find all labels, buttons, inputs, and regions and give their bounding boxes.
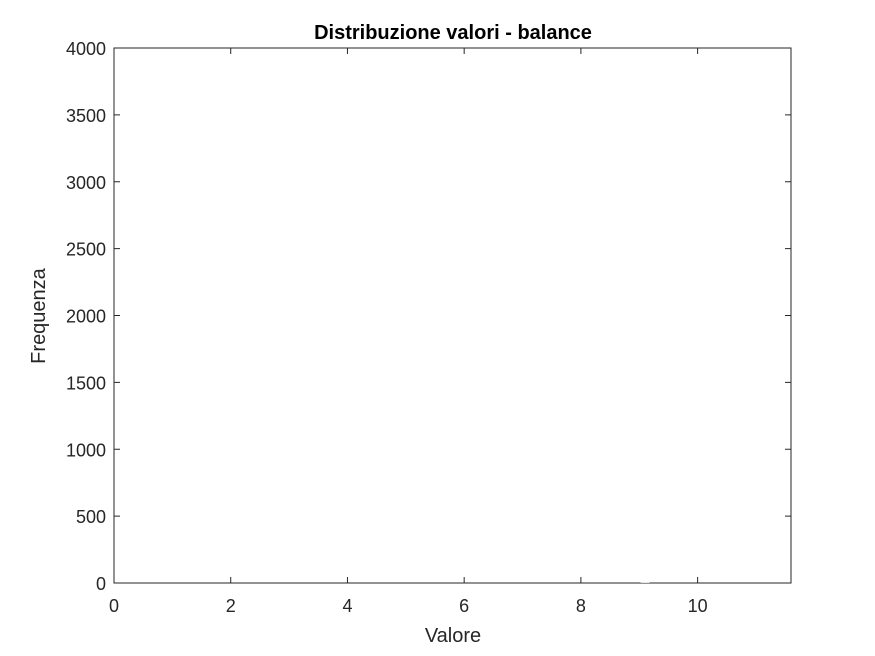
chart-title: Distribuzione valori - balance (314, 22, 592, 44)
y-tick-label: 500 (76, 507, 106, 527)
y-tick-label: 2500 (66, 240, 106, 260)
x-tick-label: 0 (109, 596, 119, 616)
bars (640, 581, 650, 583)
x-tick-label: 8 (576, 596, 586, 616)
y-axis-label: Frequenza (28, 267, 50, 363)
y-tick-label: 2000 (66, 307, 106, 327)
x-axis-ticks: 0 2 4 6 8 10 (109, 48, 708, 616)
axes-box (113, 47, 792, 584)
plot-area (113, 47, 792, 584)
x-tick-label: 6 (459, 596, 469, 616)
y-tick-label: 1500 (66, 373, 106, 393)
y-tick-label: 0 (96, 574, 106, 594)
x-axis-label: Valore (425, 625, 481, 647)
x-tick-label: 10 (688, 596, 708, 616)
y-axis-ticks: 0 500 1000 1500 2000 2500 3000 3500 4000 (66, 39, 791, 594)
y-tick-label: 1000 (66, 440, 106, 460)
y-tick-label: 3000 (66, 173, 106, 193)
x-tick-label: 4 (342, 596, 352, 616)
histogram-bar (640, 581, 650, 583)
y-tick-label: 4000 (66, 39, 106, 59)
x-tick-label: 2 (226, 596, 236, 616)
y-tick-label: 3500 (66, 106, 106, 126)
